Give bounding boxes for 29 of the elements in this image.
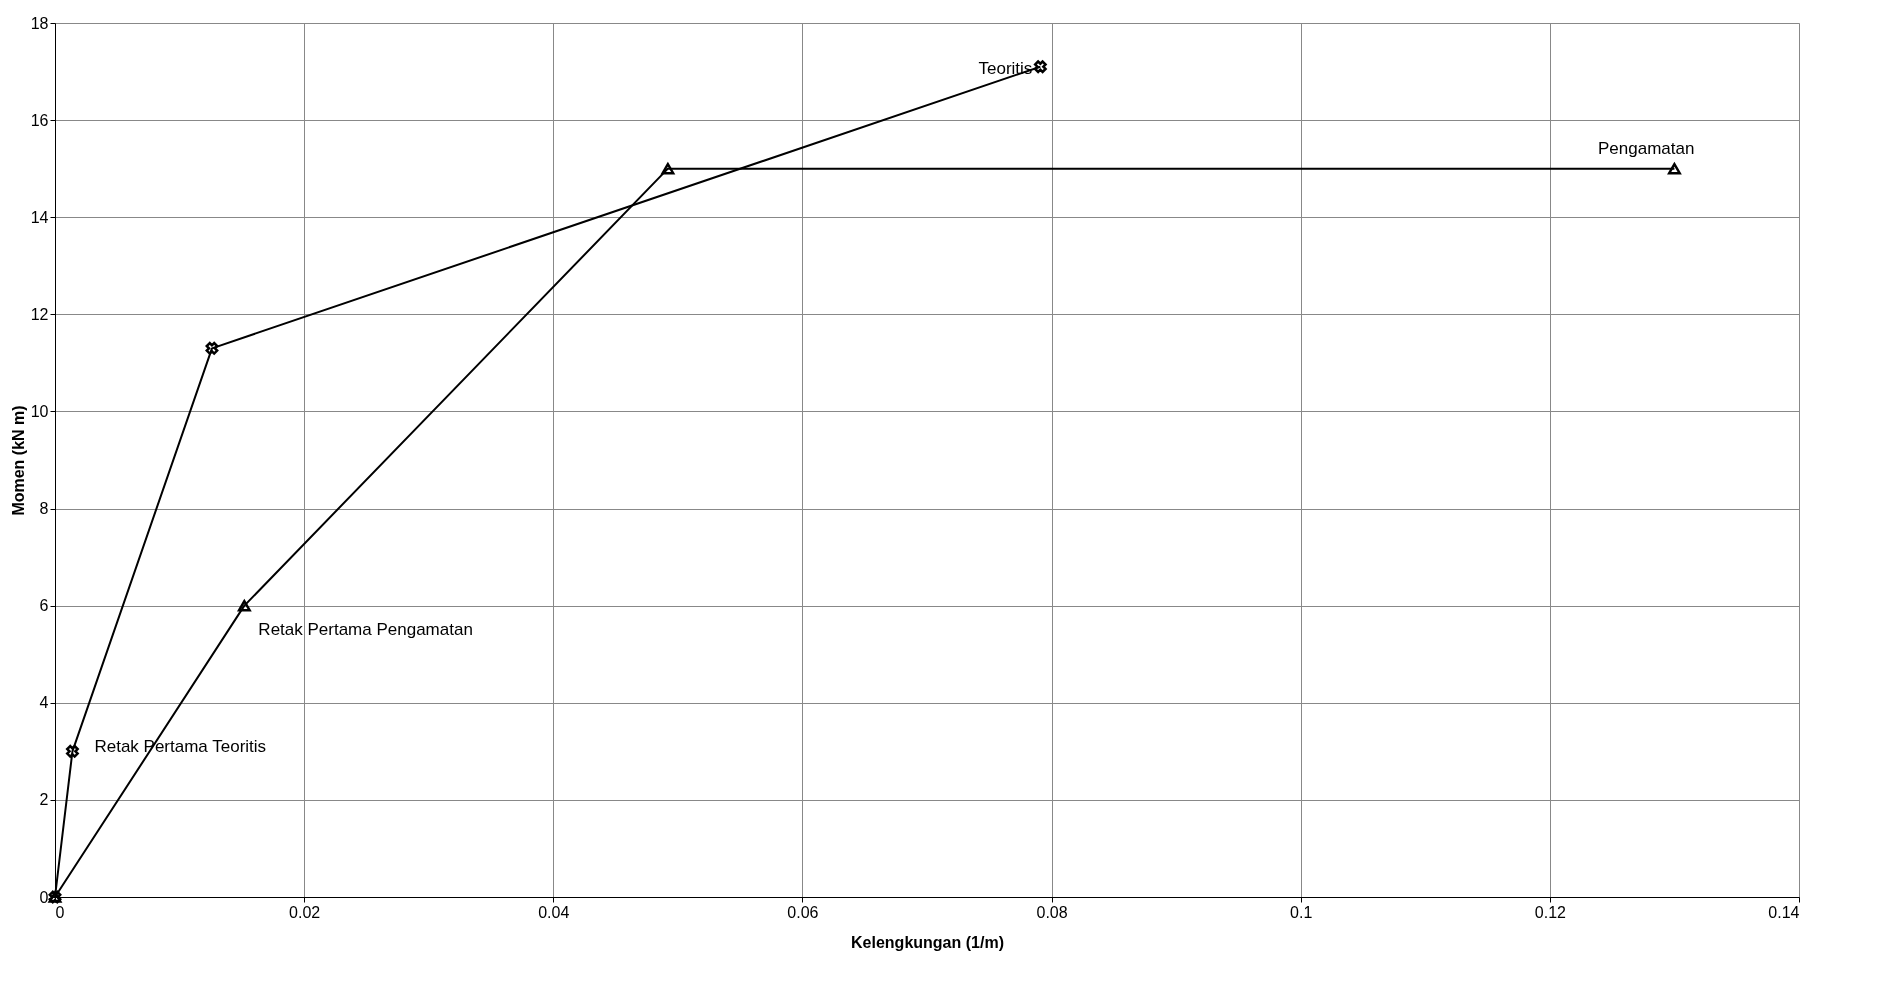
y-tick-label: 0 — [39, 888, 49, 906]
y-tick-label: 10 — [30, 402, 49, 420]
x-tick-label: 0 — [55, 903, 65, 921]
point — [66, 744, 79, 758]
point — [1667, 162, 1681, 175]
x-axis-title: Kelengkungan (1/m) — [851, 933, 1004, 951]
y-axis-title: Momen (kN m) — [9, 405, 27, 516]
point — [205, 341, 219, 355]
annotation: Retak Pertama Pengamatan — [258, 619, 473, 639]
x-tick-label: 0.02 — [289, 903, 321, 921]
y-tick-label: 8 — [39, 500, 49, 518]
x-tick-label: 0.08 — [1036, 903, 1068, 921]
x-tick-label: 0.06 — [787, 903, 819, 921]
y-tick-label: 14 — [30, 208, 49, 226]
point — [661, 162, 675, 175]
y-tick-label: 4 — [39, 694, 49, 712]
x-tick-label: 0.12 — [1534, 903, 1567, 921]
point — [1033, 60, 1047, 74]
y-tick-label: 12 — [30, 305, 49, 323]
y-tick-label: 16 — [30, 111, 49, 129]
series-label: Pengamatan — [1598, 138, 1695, 158]
y-tick-label: 18 — [30, 14, 49, 32]
x-tick-label: 0.04 — [538, 903, 570, 921]
x-tick-label: 0.14 — [1768, 903, 1800, 921]
y-tick-label: 6 — [39, 597, 49, 615]
y-tick-label: 2 — [39, 791, 49, 809]
point — [237, 599, 251, 612]
series-label: Teoritis — [978, 58, 1033, 78]
x-tick-label: 0.1 — [1290, 903, 1313, 921]
